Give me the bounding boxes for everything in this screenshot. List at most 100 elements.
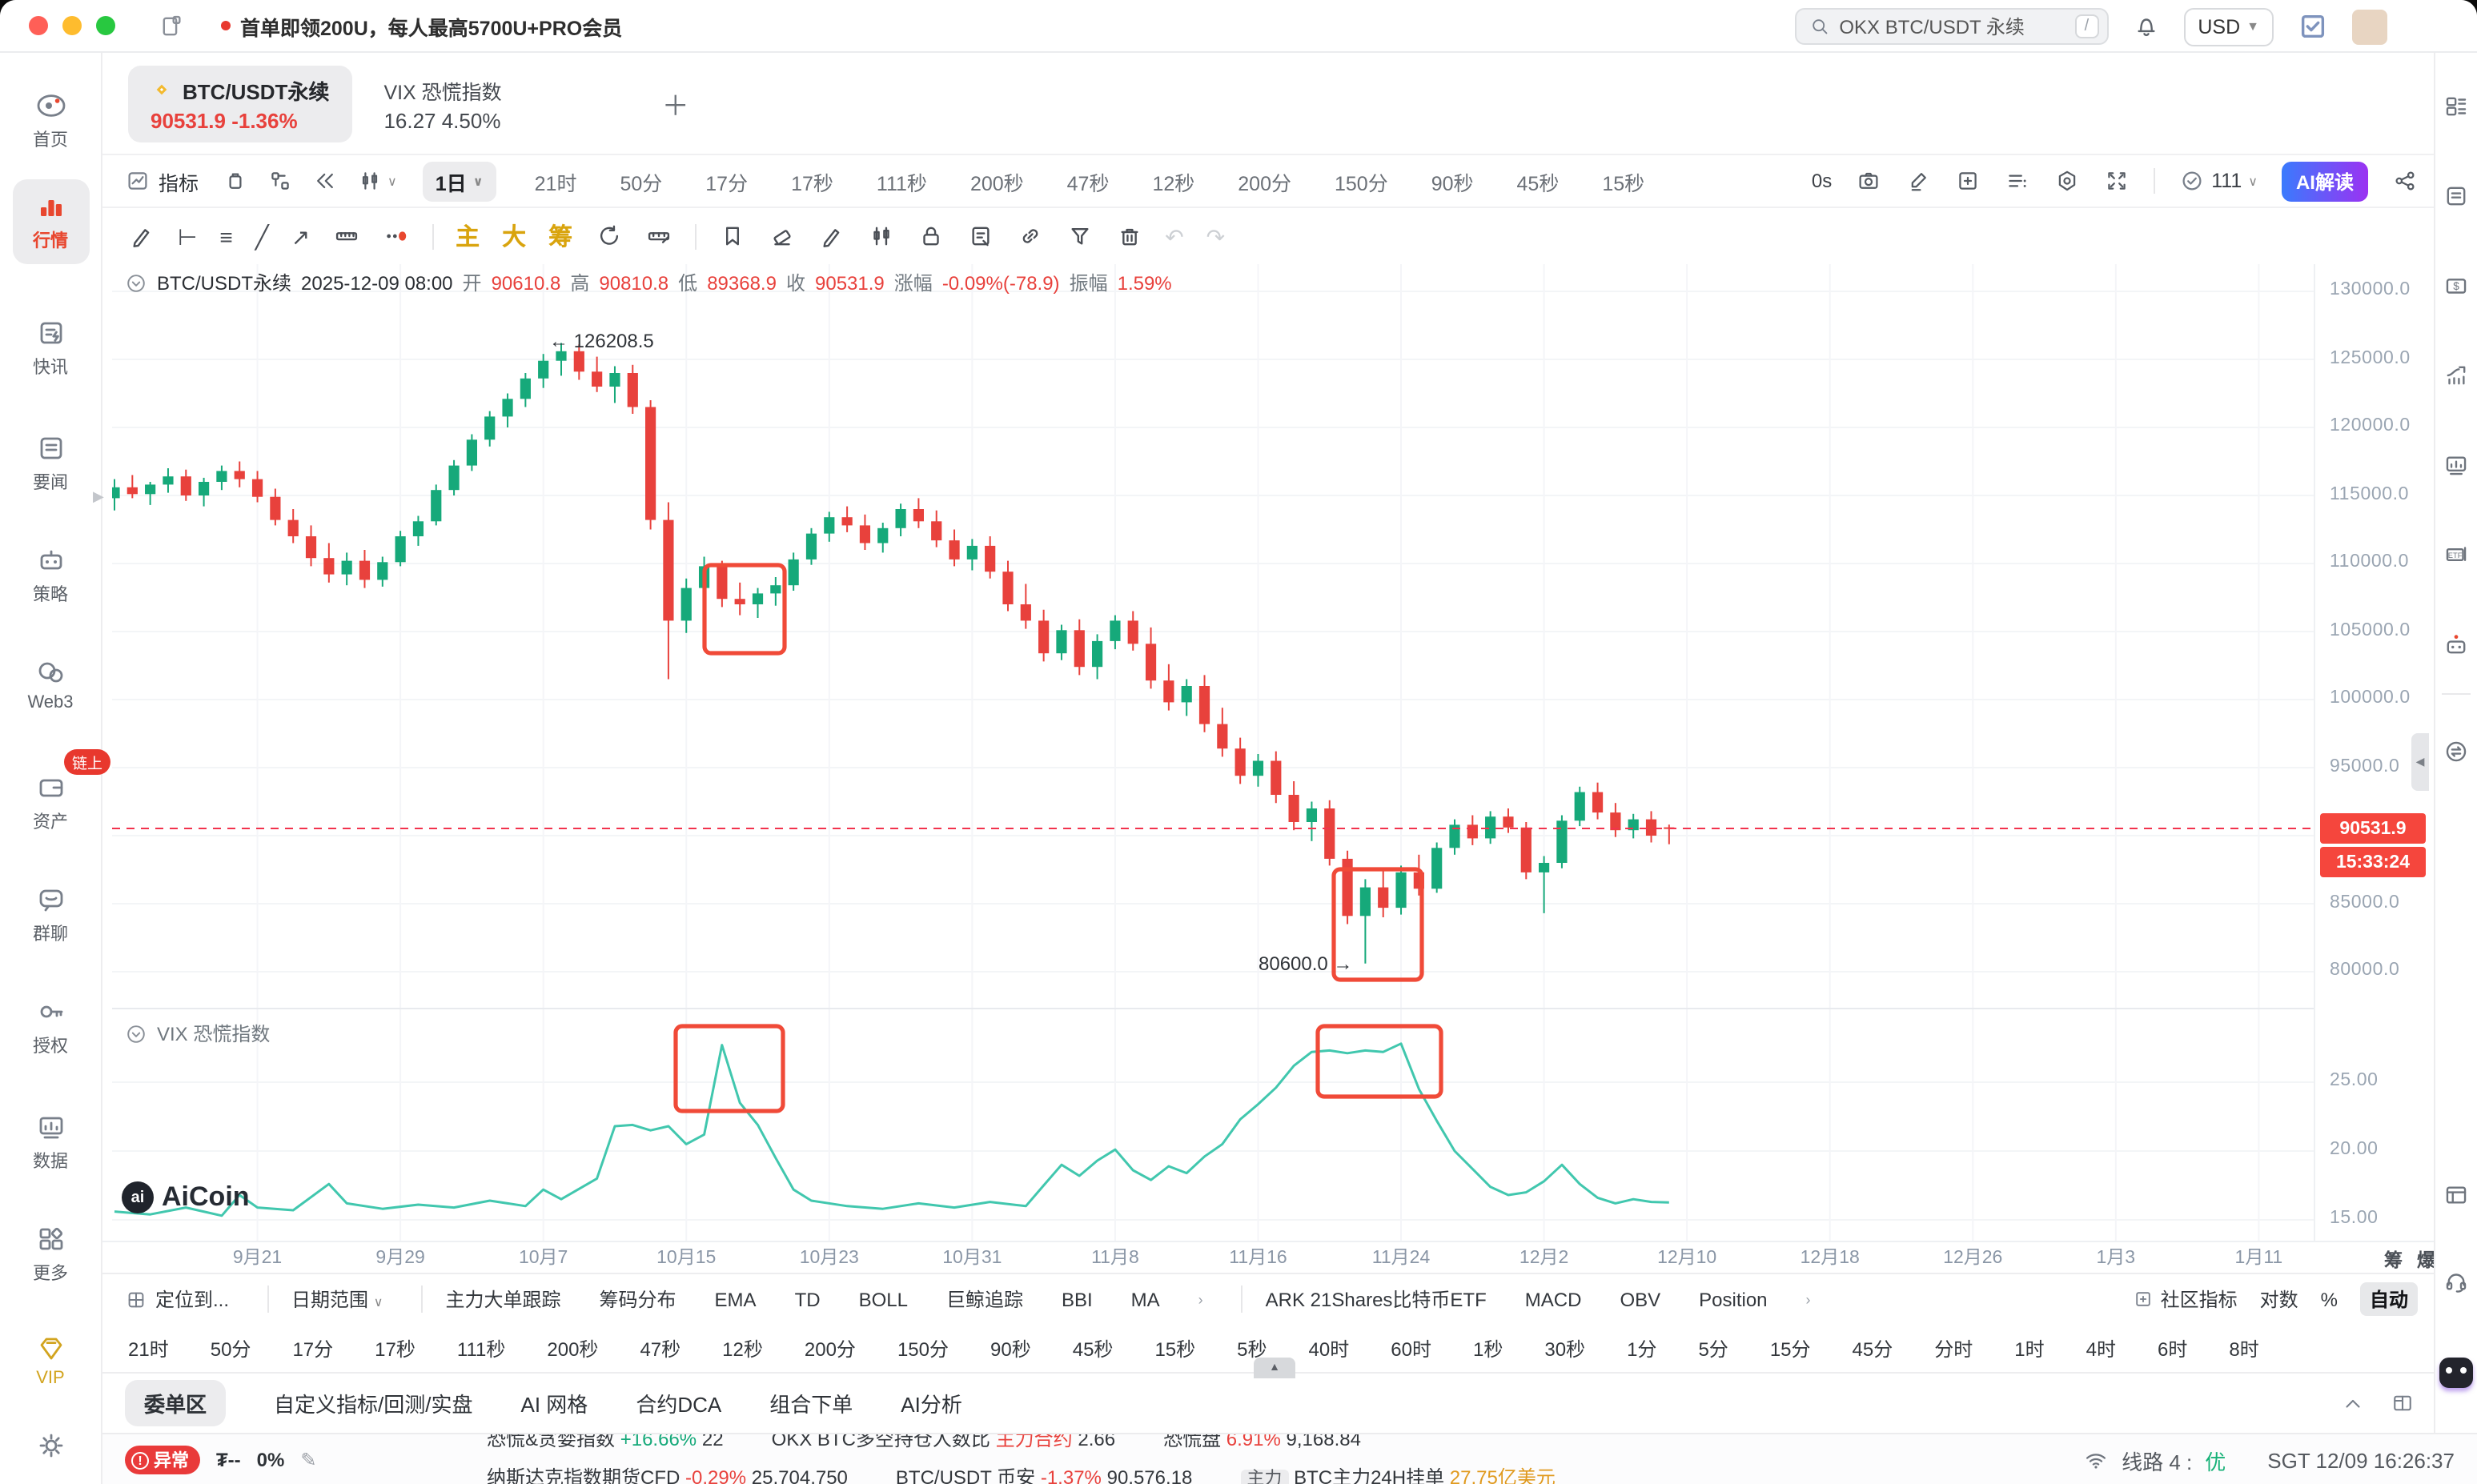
indicator-主力大单跟踪[interactable]: 主力大单跟踪	[445, 1289, 561, 1311]
chart-style-icon[interactable]	[223, 168, 248, 194]
measure-tool-icon[interactable]: ⊢	[178, 223, 198, 249]
funds-icon[interactable]: $	[2443, 272, 2470, 299]
horizontal-lines-tool-icon[interactable]: ≡	[219, 223, 233, 249]
tasks-check-icon[interactable]	[2298, 11, 2328, 42]
tab-btcusdt-perp[interactable]: BTC/USDT永续 90531.9 -1.36%	[128, 65, 352, 142]
fav-period-40时[interactable]: 40时	[1308, 1338, 1350, 1360]
collapse-circle-icon[interactable]	[125, 271, 147, 294]
user-avatar[interactable]	[2352, 9, 2387, 44]
fav-period-1分[interactable]: 1分	[1627, 1338, 1657, 1360]
community-indicator-button[interactable]: 社区指标	[2134, 1285, 2238, 1313]
notifications-bell-icon[interactable]	[2132, 13, 2159, 40]
timeframe-47秒[interactable]: 47秒	[1066, 172, 1110, 195]
edit-icon[interactable]	[1905, 168, 1931, 194]
fav-period-111秒[interactable]: 111秒	[456, 1338, 506, 1360]
locate-button[interactable]: 定位到...	[125, 1285, 229, 1313]
sidebar-item-授权[interactable]: 授权	[12, 996, 89, 1058]
window-close-button[interactable]	[29, 16, 48, 35]
eraser-icon[interactable]	[768, 223, 795, 250]
log-scale-button[interactable]: 对数	[2259, 1289, 2298, 1311]
bookmark-icon[interactable]	[718, 223, 745, 250]
sidebar-item-资产[interactable]: 资产	[12, 772, 89, 834]
fav-period-90秒[interactable]: 90秒	[990, 1338, 1031, 1360]
liquidation-axis-button[interactable]: 爆	[2417, 1252, 2435, 1271]
expand-panel-icon[interactable]	[2341, 1391, 2365, 1415]
fav-period-17分[interactable]: 17分	[292, 1338, 334, 1360]
fav-period-5分[interactable]: 5分	[1698, 1338, 1728, 1360]
pen-icon[interactable]	[817, 223, 845, 250]
sidebar-item-快讯[interactable]: 快讯	[12, 317, 89, 379]
workspace-icon[interactable]	[2443, 1181, 2470, 1209]
timeframe-12秒[interactable]: 12秒	[1152, 172, 1195, 195]
promo-banner[interactable]: 首单即领200U，每人最高5700U+PRO会员	[221, 10, 622, 41]
timeframe-50分[interactable]: 50分	[620, 172, 663, 195]
fav-period-30秒[interactable]: 30秒	[1544, 1338, 1586, 1360]
percent-scale-button[interactable]: %	[2320, 1288, 2338, 1310]
fav-period-60时[interactable]: 60时	[1391, 1338, 1431, 1360]
sidebar-item-首页[interactable]: 首页	[12, 90, 89, 152]
sidebar-item-群聊[interactable]: 群聊	[12, 884, 89, 946]
indicator-筹码分布[interactable]: 筹码分布	[599, 1289, 676, 1311]
sidebar-item-VIP[interactable]: VIP	[12, 1332, 89, 1388]
refresh-draw-icon[interactable]	[595, 223, 622, 250]
large-order-button[interactable]: 大	[502, 224, 527, 251]
indicator-TD[interactable]: TD	[794, 1288, 821, 1310]
fav-period-8时[interactable]: 8时	[2229, 1338, 2259, 1360]
network-line-label[interactable]: 线路 4 :	[2122, 1450, 2193, 1474]
alert-badge[interactable]: ! 异常	[125, 1446, 200, 1474]
indicator-巨鲸追踪[interactable]: 巨鲸追踪	[945, 1289, 1023, 1311]
fav-period-200秒[interactable]: 200秒	[547, 1338, 599, 1360]
share-icon[interactable]	[2392, 168, 2418, 194]
tab-vix-index[interactable]: VIX 恐慌指数 16.27 4.50%	[361, 65, 524, 142]
window-zoom-button[interactable]	[96, 16, 115, 35]
fav-period-12秒[interactable]: 12秒	[722, 1338, 763, 1360]
bottom-tab-合约DCA[interactable]: 合约DCA	[636, 1393, 722, 1417]
edit-ticker-icon[interactable]: ✎	[300, 1449, 317, 1471]
fav-period-6时[interactable]: 6时	[2158, 1338, 2188, 1360]
news-icon[interactable]	[2443, 182, 2470, 210]
lock-icon[interactable]	[917, 223, 944, 250]
timeframe-200分[interactable]: 200分	[1238, 172, 1291, 195]
bottom-tab-组合下单[interactable]: 组合下单	[769, 1393, 853, 1417]
sidebar-item-行情[interactable]: 行情	[12, 179, 89, 264]
support-icon[interactable]	[2443, 1268, 2470, 1295]
bottom-tab-自定义指标/回测/实盘[interactable]: 自定义指标/回测/实盘	[274, 1393, 473, 1417]
layout-count-select[interactable]: 111 ∨	[2179, 168, 2258, 194]
indicator-MA[interactable]: MA	[1130, 1288, 1160, 1310]
indicator-BOLL[interactable]: BOLL	[858, 1288, 908, 1310]
fullscreen-icon[interactable]	[2104, 168, 2130, 194]
fav-period-1时[interactable]: 1时	[2014, 1338, 2045, 1360]
chevron-down-icon[interactable]: ∨	[387, 174, 397, 188]
link-icon[interactable]	[1016, 223, 1043, 250]
filter-icon[interactable]	[1066, 223, 1093, 250]
sidebar-settings[interactable]	[12, 1430, 89, 1462]
fav-period-17秒[interactable]: 17秒	[375, 1338, 416, 1360]
layout-icon[interactable]	[2443, 93, 2470, 120]
fav-period-21时[interactable]: 21时	[128, 1338, 169, 1360]
sidebar-expand-arrow-icon[interactable]: ▶	[93, 488, 104, 504]
bottom-tab-AI分析[interactable]: AI分析	[901, 1393, 962, 1417]
indicator-Position[interactable]: Position	[1699, 1288, 1768, 1310]
bottom-tab-AI 网格[interactable]: AI 网格	[520, 1393, 588, 1417]
timeframe-17秒[interactable]: 17秒	[791, 172, 833, 195]
add-tab-button[interactable]: ＋	[661, 91, 689, 122]
more-tools-icon[interactable]	[382, 223, 409, 250]
screenshot-icon[interactable]	[1856, 168, 1881, 194]
fav-period-5秒[interactable]: 5秒	[1237, 1338, 1267, 1360]
period-select[interactable]: 1日 ∨	[422, 161, 496, 201]
price-axis[interactable]: 90531.9 15:33:24 130000.0 125000.0 120000.…	[2314, 264, 2434, 1241]
draw-pencil-icon[interactable]	[128, 223, 155, 250]
popout-panel-icon[interactable]	[2391, 1391, 2415, 1415]
indicator-OBV[interactable]: OBV	[1620, 1288, 1661, 1310]
ticker-marquee[interactable]: 恐慌&贪婪指数 +16.66% 22 OKX BTC多空持仓人数比 主力合约 2.…	[487, 1434, 1997, 1484]
time-axis[interactable]: 9月21 9月29 10月7 10月15 10月23 10月31 11月8 11月16 11月2…	[112, 1244, 2314, 1273]
strategy-robot-icon[interactable]	[2443, 631, 2470, 658]
arrow-line-tool-icon[interactable]: ↗	[291, 223, 311, 249]
redo-icon[interactable]: ↷	[1206, 223, 1226, 249]
bottom-tab-委单区[interactable]: 委单区	[125, 1380, 227, 1426]
ticker-item[interactable]: BTC/USDT 币安 -1.37% 90,576.18	[896, 1462, 1192, 1484]
chips-axis-button[interactable]: 筹	[2384, 1252, 2403, 1271]
date-range-button[interactable]: 日期范围 ∨	[291, 1285, 383, 1313]
collapse-circle-icon[interactable]	[125, 1022, 147, 1045]
fav-period-1秒[interactable]: 1秒	[1472, 1338, 1503, 1360]
